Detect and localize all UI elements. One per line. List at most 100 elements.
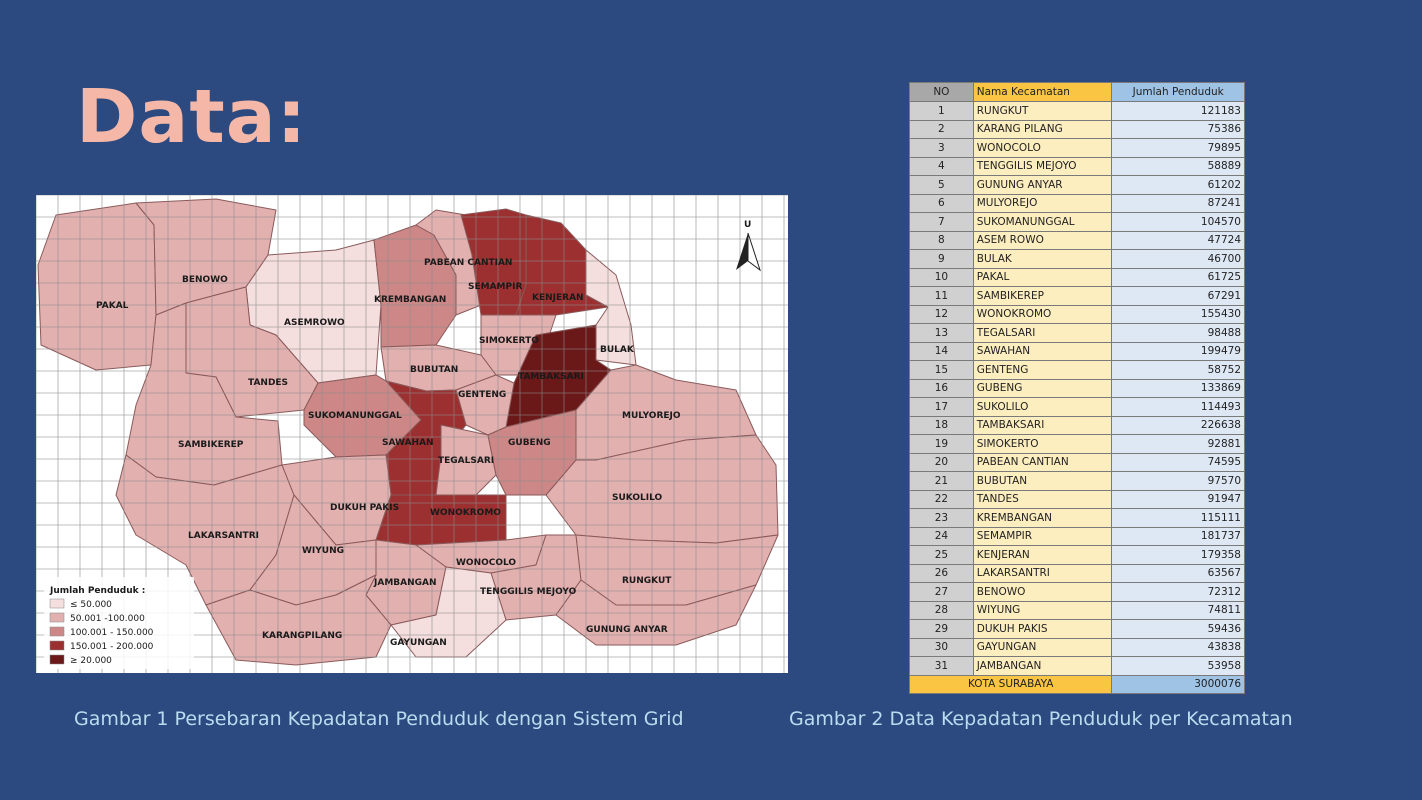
label-simokerto: SIMOKERTO: [479, 336, 539, 346]
population-density-map: BENOWO PAKAL ASEMROWO PABEAN CANTIAN KRE…: [36, 195, 788, 673]
label-dukuh-pakis: DUKUH PAKIS: [330, 503, 399, 513]
table-body: 1 RUNGKUT 121183 2 KARANG PILANG 75386 3 WONOCO…: [909, 101, 1245, 676]
map-legend: Jumlah Penduduk : ≤ 50.000 50.001 -100.0…: [44, 577, 194, 669]
row-number: 14: [909, 341, 974, 361]
total-label: KOTA SURABAYA: [908, 674, 1113, 694]
row-population: 74595: [1111, 452, 1245, 472]
row-population: 114493: [1111, 397, 1245, 417]
row-population: 59436: [1111, 619, 1245, 639]
table-row: 19 SIMOKERTO 92881: [909, 434, 1245, 454]
table-row: 10 PAKAL 61725: [909, 267, 1245, 287]
row-population: 181737: [1111, 526, 1245, 546]
legend-label-1: ≤ 50.000: [70, 600, 112, 610]
label-wonokromo: WONOKROMO: [430, 508, 501, 518]
grid-overlay: [36, 195, 788, 673]
row-district: GENTENG: [972, 360, 1113, 380]
table-row: 4 TENGGILIS MEJOYO 58889: [909, 156, 1245, 176]
label-semampir: SEMAMPIR: [468, 282, 522, 292]
row-district: BENOWO: [972, 582, 1113, 602]
population-table-panel: NO Nama Kecamatan Jumlah Penduduk 1 RUNGK…: [908, 82, 1245, 694]
row-population: 53958: [1111, 656, 1245, 676]
label-bubutan: BUBUTAN: [410, 365, 458, 375]
row-number: 8: [909, 230, 974, 250]
row-number: 25: [909, 545, 974, 565]
row-district: SAMBIKEREP: [972, 286, 1113, 306]
table-row: 2 KARANG PILANG 75386: [909, 119, 1245, 139]
row-district: SAWAHAN: [972, 341, 1113, 361]
population-table: NO Nama Kecamatan Jumlah Penduduk 1 RUNGK…: [908, 82, 1245, 694]
row-population: 47724: [1111, 230, 1245, 250]
row-number: 17: [909, 397, 974, 417]
label-tambaksari: TAMBAKSARI: [518, 372, 584, 382]
row-population: 97570: [1111, 471, 1245, 491]
table-row: 21 BUBUTAN 97570: [909, 471, 1245, 491]
label-pakal: PAKAL: [96, 301, 129, 311]
row-number: 11: [909, 286, 974, 306]
label-mulyorejo: MULYOREJO: [622, 411, 681, 421]
row-district: TEGALSARI: [972, 323, 1113, 343]
table-row: 31 JAMBANGAN 53958: [909, 656, 1245, 676]
row-population: 63567: [1111, 563, 1245, 583]
table-caption: Gambar 2 Data Kepadatan Penduduk per Kec…: [789, 708, 1293, 730]
row-district: KREMBANGAN: [972, 508, 1113, 528]
row-number: 3: [909, 138, 974, 158]
row-district: KARANG PILANG: [972, 119, 1113, 139]
label-wiyung: WIYUNG: [302, 546, 344, 556]
row-district: LAKARSANTRI: [972, 563, 1113, 583]
map-caption: Gambar 1 Persebaran Kepadatan Penduduk d…: [74, 708, 684, 730]
row-population: 72312: [1111, 582, 1245, 602]
row-population: 115111: [1111, 508, 1245, 528]
legend-swatch-2: [49, 612, 65, 623]
table-row: 27 BENOWO 72312: [909, 582, 1245, 602]
table-row: 20 PABEAN CANTIAN 74595: [909, 452, 1245, 472]
label-jambangan: JAMBANGAN: [373, 578, 437, 588]
row-district: SIMOKERTO: [972, 434, 1113, 454]
table-row: 3 WONOCOLO 79895: [909, 138, 1245, 158]
row-population: 61725: [1111, 267, 1245, 287]
row-number: 21: [909, 471, 974, 491]
row-population: 98488: [1111, 323, 1245, 343]
label-sambikerep: SAMBIKEREP: [178, 440, 244, 450]
row-population: 79895: [1111, 138, 1245, 158]
row-population: 179358: [1111, 545, 1245, 565]
row-population: 74811: [1111, 600, 1245, 620]
row-population: 46700: [1111, 249, 1245, 269]
row-district: SUKOLILO: [972, 397, 1113, 417]
row-population: 43838: [1111, 637, 1245, 657]
row-district: PAKAL: [972, 267, 1113, 287]
label-gubeng: GUBENG: [508, 438, 551, 448]
row-number: 22: [909, 489, 974, 509]
table-row: 16 GUBENG 133869: [909, 378, 1245, 398]
row-district: TAMBAKSARI: [972, 415, 1113, 435]
label-benowo: BENOWO: [182, 275, 228, 285]
row-number: 24: [909, 526, 974, 546]
row-number: 10: [909, 267, 974, 287]
row-district: SUKOMANUNGGAL: [972, 212, 1113, 232]
label-kenjeran: KENJERAN: [532, 293, 584, 303]
row-district: WIYUNG: [972, 600, 1113, 620]
label-karangpilang: KARANGPILANG: [262, 631, 342, 641]
label-tenggilis: TENGGILIS MEJOYO: [480, 587, 577, 597]
table-row: 26 LAKARSANTRI 63567: [909, 563, 1245, 583]
table-row: 30 GAYUNGAN 43838: [909, 637, 1245, 657]
total-value: 3000076: [1111, 674, 1245, 694]
legend-label-3: 100.001 - 150.000: [70, 628, 154, 638]
row-number: 16: [909, 378, 974, 398]
row-number: 20: [909, 452, 974, 472]
row-number: 29: [909, 619, 974, 639]
row-population: 121183: [1111, 101, 1245, 121]
table-row: 11 SAMBIKEREP 67291: [909, 286, 1245, 306]
row-district: ASEM ROWO: [972, 230, 1113, 250]
label-asemrowo: ASEMROWO: [284, 318, 345, 328]
label-sawahan: SAWAHAN: [382, 438, 434, 448]
row-population: 92881: [1111, 434, 1245, 454]
row-district: TANDES: [972, 489, 1113, 509]
table-row: 12 WONOKROMO 155430: [909, 304, 1245, 324]
legend-title: Jumlah Penduduk :: [49, 586, 145, 596]
table-row: 1 RUNGKUT 121183: [909, 101, 1245, 121]
row-district: GUNUNG ANYAR: [972, 175, 1113, 195]
row-population: 58889: [1111, 156, 1245, 176]
row-population: 226638: [1111, 415, 1245, 435]
row-number: 13: [909, 323, 974, 343]
legend-swatch-4: [49, 640, 65, 651]
